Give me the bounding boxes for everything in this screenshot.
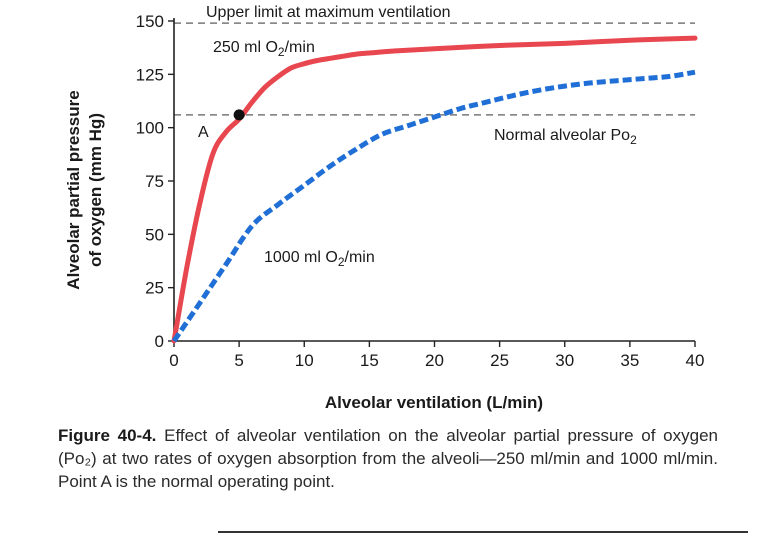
y-tick-label: 125 (136, 65, 164, 84)
x-tick-label: 40 (686, 351, 705, 370)
series-1000-label-prefix: 1000 ml O (264, 249, 338, 266)
x-tick-label: 15 (360, 351, 379, 370)
figure-label: Figure 40-4. (58, 426, 157, 445)
bottom-divider (218, 531, 748, 533)
series-line-250 (171, 35, 698, 344)
series (171, 35, 698, 344)
upper-limit-label: Upper limit at maximum ventilation (206, 4, 451, 21)
y-tick-label: 100 (136, 119, 164, 138)
x-tick-label: 10 (295, 351, 314, 370)
x-tick-label: 30 (555, 351, 574, 370)
reference-lines (174, 22, 695, 116)
series-1000-label-sub: 2 (338, 255, 345, 269)
ticks: 0 5 10 15 20 25 30 35 40 0 25 50 75 100 125 150 (136, 12, 705, 370)
point-a-marker (233, 109, 245, 121)
y-tick-label: 75 (145, 172, 164, 191)
series-250-label-prefix: 250 ml O (213, 39, 278, 56)
x-tick-label: 25 (490, 351, 509, 370)
x-axis-title: Alveolar ventilation (L/min) (325, 393, 543, 412)
x-tick-label: 0 (169, 351, 178, 370)
series-1000-label-suffix: /min (345, 249, 375, 266)
x-tick-label: 35 (620, 351, 639, 370)
series-line-1000 (171, 69, 696, 343)
figure-caption: Figure 40-4. Effect of alveolar ventilat… (58, 424, 718, 493)
series-250-label: 250 ml O2/min (213, 39, 315, 59)
axes (173, 18, 695, 342)
normal-po2-label-sub: 2 (630, 133, 637, 147)
figure-caption-text: Effect of alveolar ventilation on the al… (58, 426, 719, 491)
x-tick-label: 20 (425, 351, 444, 370)
point-a-label: A (198, 124, 209, 141)
series-1000-label: 1000 ml O2/min (264, 249, 375, 269)
normal-po2-label-prefix: Normal alveolar Po (494, 127, 630, 144)
y-tick-label: 0 (155, 332, 164, 351)
y-tick-label: 50 (145, 225, 164, 244)
y-tick-label: 25 (145, 279, 164, 298)
series-250-label-sub: 2 (278, 45, 285, 59)
series-250-label-suffix: /min (285, 39, 315, 56)
y-axis-title-line1: Alveolar partial pressure (64, 90, 83, 289)
normal-po2-label: Normal alveolar Po2 (494, 127, 637, 147)
points (233, 109, 245, 121)
x-tick-label: 5 (234, 351, 243, 370)
y-tick-label: 150 (136, 12, 164, 31)
y-axis-title-line2: of oxygen (mm Hg) (86, 113, 105, 267)
